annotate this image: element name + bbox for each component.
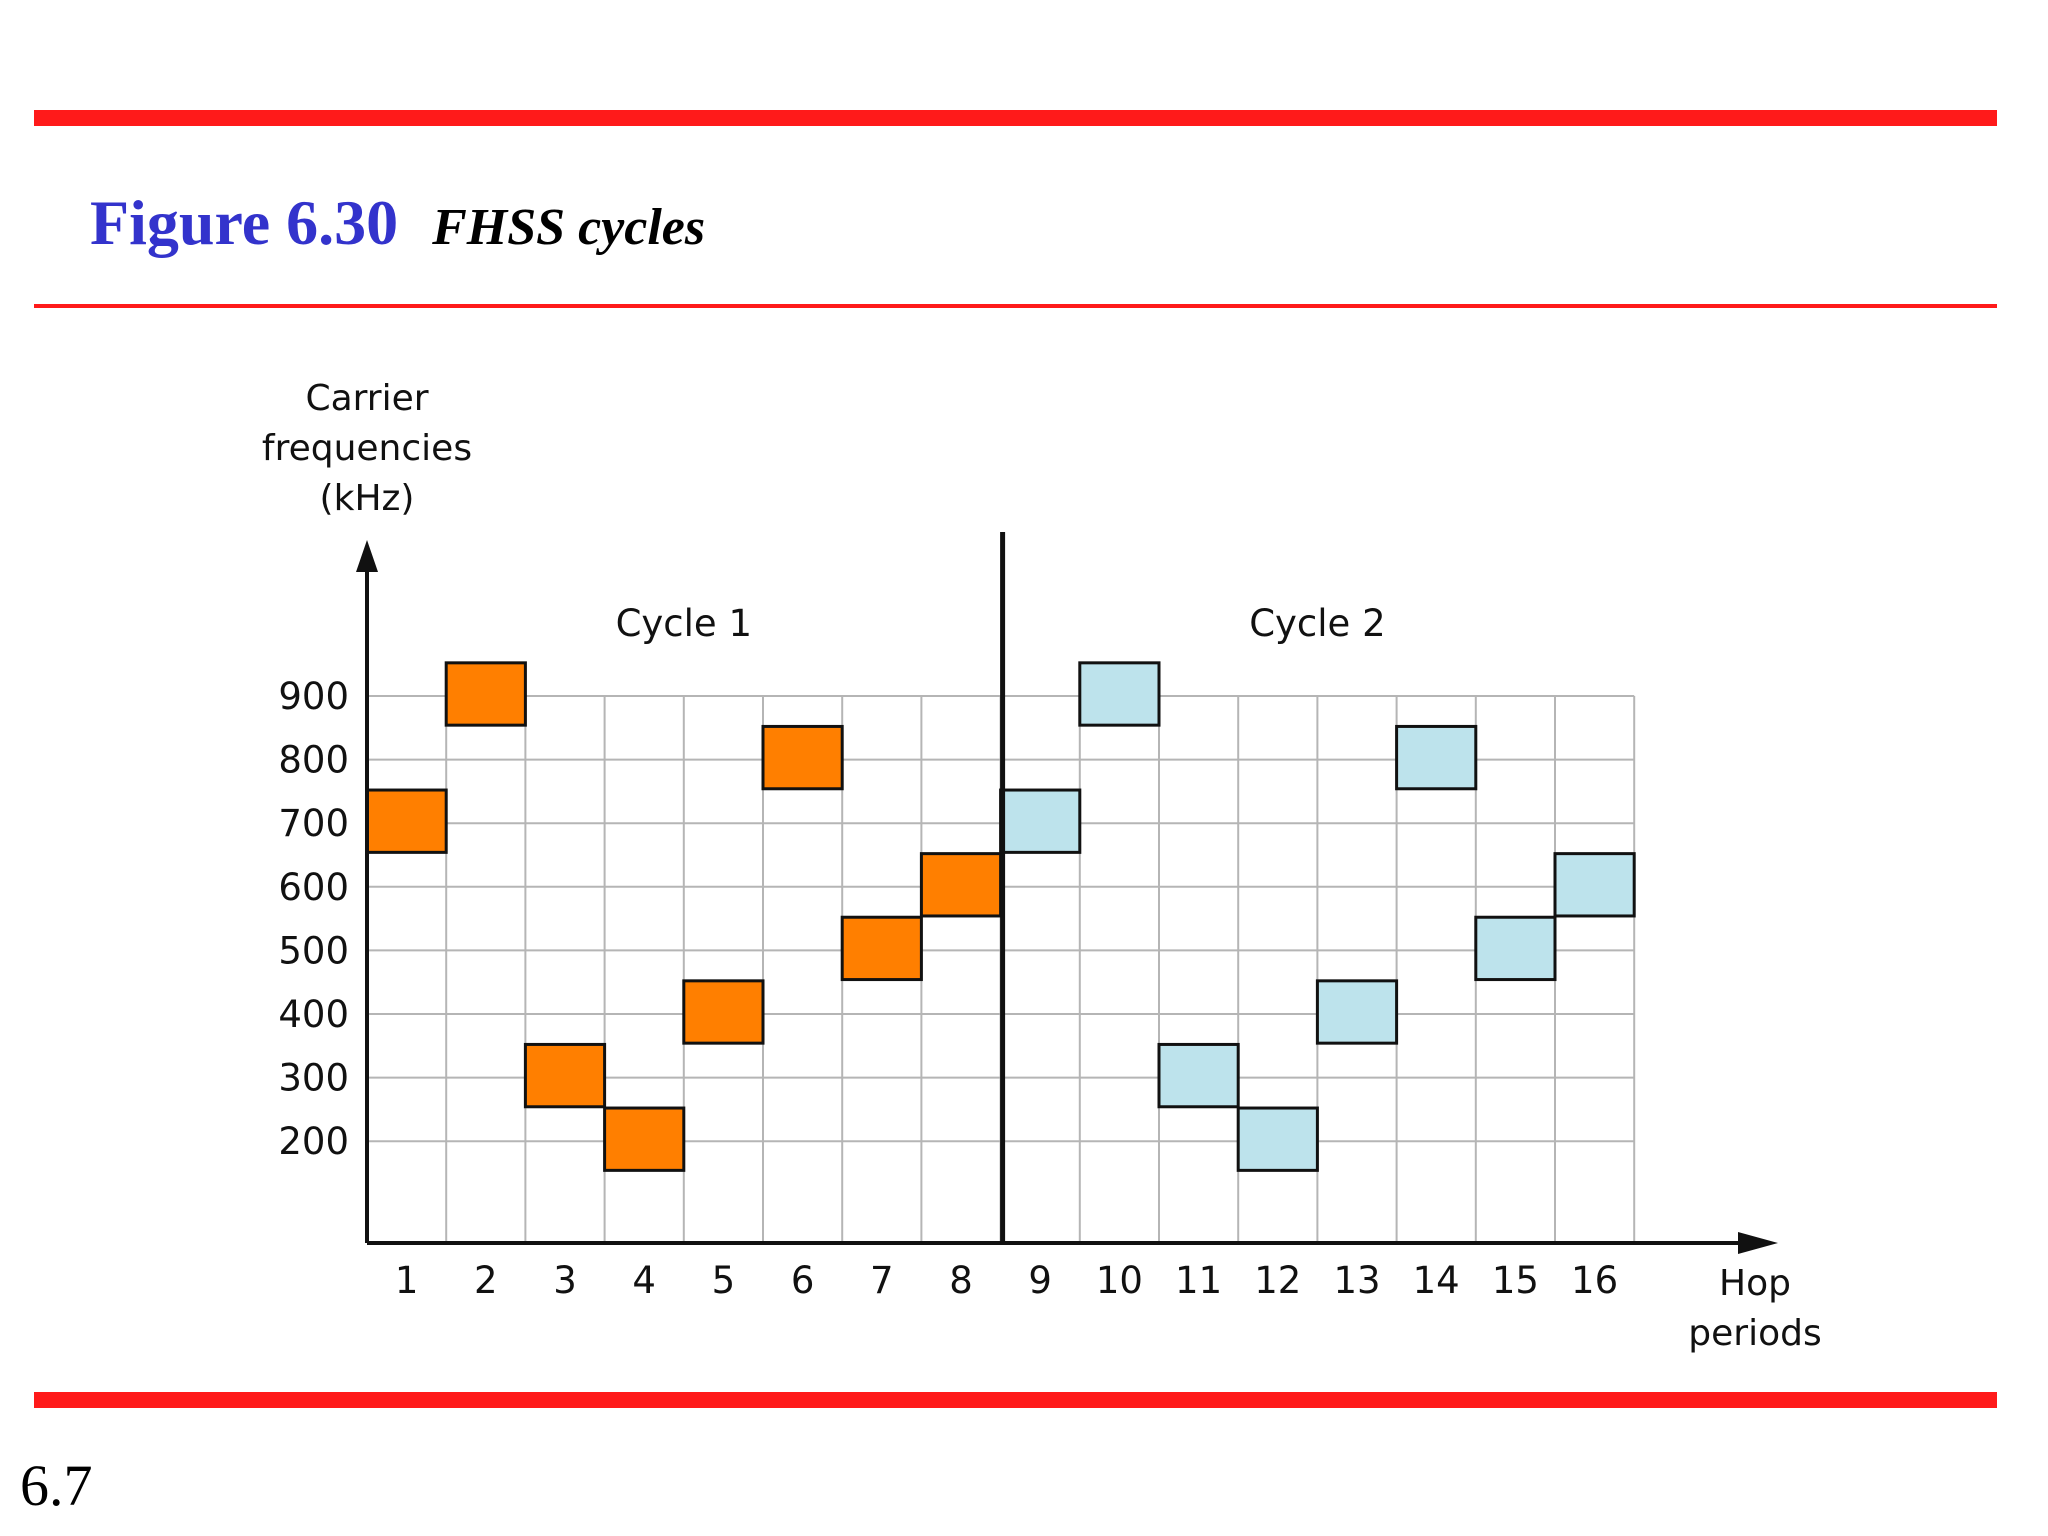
y-tick-label: 800	[278, 739, 349, 782]
top-thick-rule	[34, 110, 1997, 126]
hop-box-period-14	[1395, 724, 1478, 791]
figure-number: Figure 6.30	[90, 187, 399, 258]
x-tick-label: 5	[712, 1259, 736, 1302]
x-axis-title-line: periods	[1688, 1313, 1821, 1354]
y-axis-arrow-icon	[356, 540, 378, 572]
slide-number: 6.7	[20, 1453, 93, 1518]
hop-box-period-3	[523, 1042, 607, 1109]
hop-box-period-6	[761, 724, 844, 791]
x-tick-label: 11	[1175, 1259, 1222, 1302]
hop-box-period-10	[1078, 661, 1161, 727]
chart-axes	[356, 532, 1778, 1254]
hop-box-period-7	[840, 915, 923, 982]
x-tick-label: 10	[1096, 1259, 1143, 1302]
hop-box-period-11	[1157, 1042, 1240, 1109]
y-tick-label: 500	[278, 929, 349, 972]
hop-box-period-1	[365, 788, 448, 854]
x-axis-title-line: Hop	[1719, 1263, 1791, 1304]
y-axis-title-line: (kHz)	[320, 478, 415, 519]
y-tick-label: 900	[278, 675, 349, 718]
hop-box-period-9	[999, 788, 1082, 854]
x-tick-label: 2	[474, 1259, 498, 1302]
title-underline-rule	[34, 304, 1997, 308]
x-tick-label: 6	[791, 1259, 815, 1302]
hop-box-period-13	[1315, 979, 1399, 1045]
x-tick-label: 9	[1028, 1259, 1052, 1302]
hop-box-period-16	[1553, 852, 1636, 918]
x-tick-label: 15	[1492, 1259, 1539, 1302]
x-tick-label: 13	[1333, 1259, 1380, 1302]
x-tick-label: 1	[395, 1259, 419, 1302]
y-axis-title-line: Carrier	[305, 378, 428, 419]
hop-box-period-15	[1474, 915, 1557, 982]
x-tick-label: 8	[949, 1259, 973, 1302]
hop-box-period-8	[919, 852, 1003, 918]
hop-boxes	[365, 661, 1636, 1172]
bottom-thick-rule	[34, 1392, 1997, 1408]
y-tick-label: 600	[278, 866, 349, 909]
figure-caption: FHSS cycles	[432, 199, 706, 256]
x-tick-label: 4	[632, 1259, 656, 1302]
x-tick-label: 14	[1413, 1259, 1460, 1302]
y-tick-label: 400	[278, 993, 349, 1036]
y-tick-label: 700	[278, 802, 349, 845]
y-axis-title-line: frequencies	[262, 428, 472, 469]
hop-box-period-4	[603, 1106, 686, 1172]
x-tick-label: 12	[1254, 1259, 1301, 1302]
hop-box-period-2	[444, 661, 527, 727]
hop-box-period-5	[682, 979, 765, 1045]
x-axis-arrow-icon	[1738, 1232, 1778, 1254]
x-tick-label: 3	[553, 1259, 577, 1302]
figure-title: Figure 6.30 FHSS cycles	[90, 186, 705, 260]
cycle-label: Cycle 1	[616, 602, 752, 645]
y-tick-label: 200	[278, 1120, 349, 1163]
x-tick-label: 16	[1571, 1259, 1618, 1302]
x-tick-label: 7	[870, 1259, 894, 1302]
y-tick-label: 300	[278, 1057, 349, 1100]
hop-box-period-12	[1236, 1106, 1319, 1172]
cycle-label: Cycle 2	[1249, 602, 1385, 645]
